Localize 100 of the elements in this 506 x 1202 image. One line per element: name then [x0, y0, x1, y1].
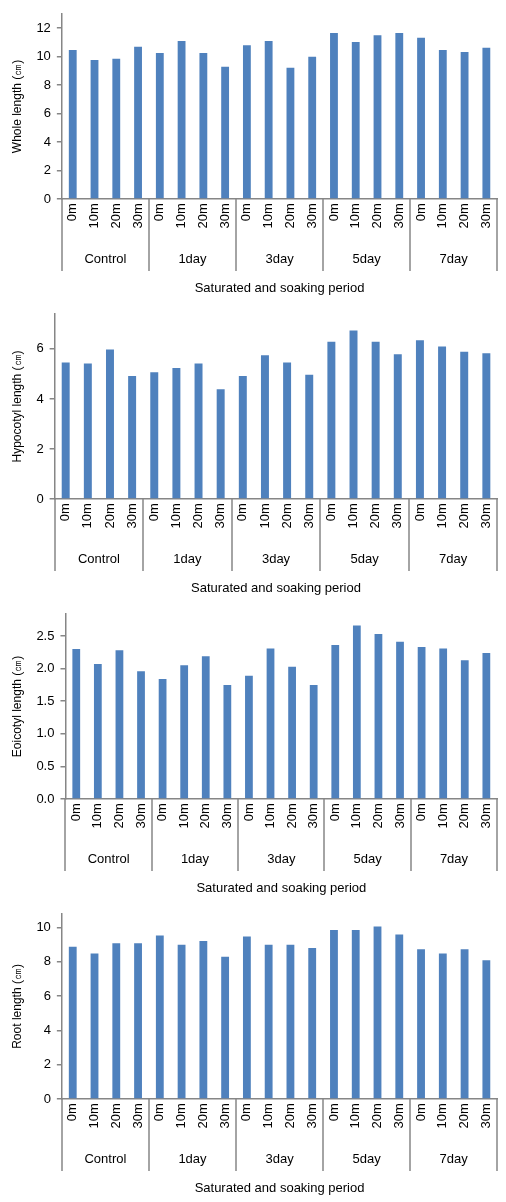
- text: Control: [84, 250, 127, 266]
- text: 7day: [439, 250, 469, 266]
- bar: [438, 346, 447, 499]
- bar: [180, 665, 189, 799]
- x-tick-label: 20m: [278, 503, 294, 529]
- y-tick-label: 10: [36, 919, 51, 935]
- bar: [155, 53, 164, 199]
- bar: [242, 45, 251, 199]
- x-tick-label: 30m: [390, 203, 406, 229]
- x-tick-label: 20m: [282, 1103, 298, 1129]
- bar: [283, 362, 292, 499]
- bar: [201, 656, 210, 799]
- y-tick-label: 0: [43, 190, 51, 206]
- text: 1day: [178, 250, 208, 266]
- bar: [134, 46, 142, 199]
- x-tick-label: 30m: [218, 803, 234, 829]
- x-tick-label: 20m: [455, 503, 471, 529]
- x-tick-label: 0m: [145, 503, 161, 522]
- bar: [438, 50, 447, 199]
- bar: [352, 625, 361, 799]
- x-tick-label: 30m: [477, 1103, 493, 1129]
- bar: [150, 372, 159, 499]
- x-tick-label: 10m: [347, 203, 363, 229]
- x-tick-label: 0m: [240, 803, 256, 822]
- text: 3day: [267, 850, 296, 866]
- x-tick-label: 10m: [348, 803, 364, 829]
- x-tick-label: 30m: [212, 503, 228, 529]
- x-tick-label: 20m: [367, 503, 383, 529]
- y-tick-label: 2.0: [36, 660, 55, 676]
- bar: [134, 943, 142, 1099]
- x-axis-title: Saturated and soaking period: [196, 879, 367, 895]
- x-tick-label: 30m: [477, 203, 493, 229]
- bar: [264, 944, 273, 1099]
- bar: [460, 52, 469, 199]
- x-tick-label: 30m: [303, 1103, 319, 1129]
- bar: [177, 944, 186, 1099]
- x-tick-label: 0m: [234, 503, 250, 522]
- x-tick-label: 20m: [101, 503, 117, 529]
- text: 3day: [265, 1150, 295, 1166]
- bar: [83, 363, 92, 499]
- bar: [93, 664, 102, 799]
- bar: [158, 679, 167, 799]
- y-tick-label: 12: [36, 19, 51, 35]
- x-tick-label: 20m: [107, 203, 123, 229]
- bar: [393, 354, 402, 499]
- text: Control: [87, 850, 130, 866]
- y-tick-label: 6: [43, 987, 51, 1003]
- bar: [460, 660, 469, 799]
- bar: [105, 349, 114, 499]
- text: Control: [77, 550, 120, 566]
- x-tick-label: 20m: [282, 203, 298, 229]
- x-tick-label: 20m: [456, 803, 472, 829]
- x-tick-label: 0m: [325, 1103, 341, 1122]
- x-tick-label: 30m: [132, 803, 148, 829]
- x-tick-label: 10m: [260, 203, 276, 229]
- text: Control: [84, 1150, 127, 1166]
- bar: [112, 943, 121, 1099]
- text: 5day: [352, 1150, 382, 1166]
- x-tick-label: 20m: [283, 803, 299, 829]
- bar: [305, 374, 314, 499]
- bar: [438, 953, 447, 1099]
- bar: [395, 934, 404, 1099]
- bar: [439, 648, 448, 799]
- bar: [260, 355, 269, 499]
- x-tick-label: 0m: [238, 1103, 254, 1122]
- x-tick-label: 0m: [151, 1103, 167, 1122]
- x-tick-label: 30m: [123, 503, 139, 529]
- bar: [482, 960, 491, 1099]
- bar: [68, 50, 77, 199]
- x-tick-label: 10m: [167, 503, 183, 529]
- x-tick-label: 20m: [194, 1103, 210, 1129]
- y-axis-title: Whole length (㎝): [9, 59, 24, 154]
- x-tick-label: 20m: [456, 203, 472, 229]
- bar: [266, 648, 275, 799]
- bar: [242, 936, 251, 1099]
- bar: [221, 956, 230, 1099]
- y-axis-title: Root length (㎝): [9, 964, 24, 1049]
- text: 5day: [353, 850, 383, 866]
- bar: [351, 42, 360, 199]
- text: 3day: [265, 250, 295, 266]
- bar: [137, 671, 145, 799]
- bar: [155, 935, 164, 1099]
- bar: [330, 929, 338, 1099]
- y-tick-label: 1.0: [36, 725, 55, 741]
- x-tick-label: 30m: [129, 1103, 145, 1129]
- bar: [417, 37, 425, 199]
- bar: [417, 949, 425, 1099]
- y-tick-label: 4: [43, 1022, 51, 1038]
- x-tick-label: 30m: [389, 503, 405, 529]
- x-tick-label: 10m: [256, 503, 272, 529]
- x-tick-label: 30m: [216, 203, 232, 229]
- y-tick-label: 1.5: [36, 692, 55, 708]
- x-tick-label: 20m: [190, 503, 206, 529]
- x-tick-label: 0m: [326, 803, 342, 822]
- x-tick-label: 10m: [173, 1103, 189, 1129]
- x-tick-label: 20m: [107, 1103, 123, 1129]
- bar: [331, 645, 340, 799]
- bar: [460, 351, 469, 499]
- y-tick-label: 4: [36, 390, 44, 406]
- bar: [128, 375, 137, 499]
